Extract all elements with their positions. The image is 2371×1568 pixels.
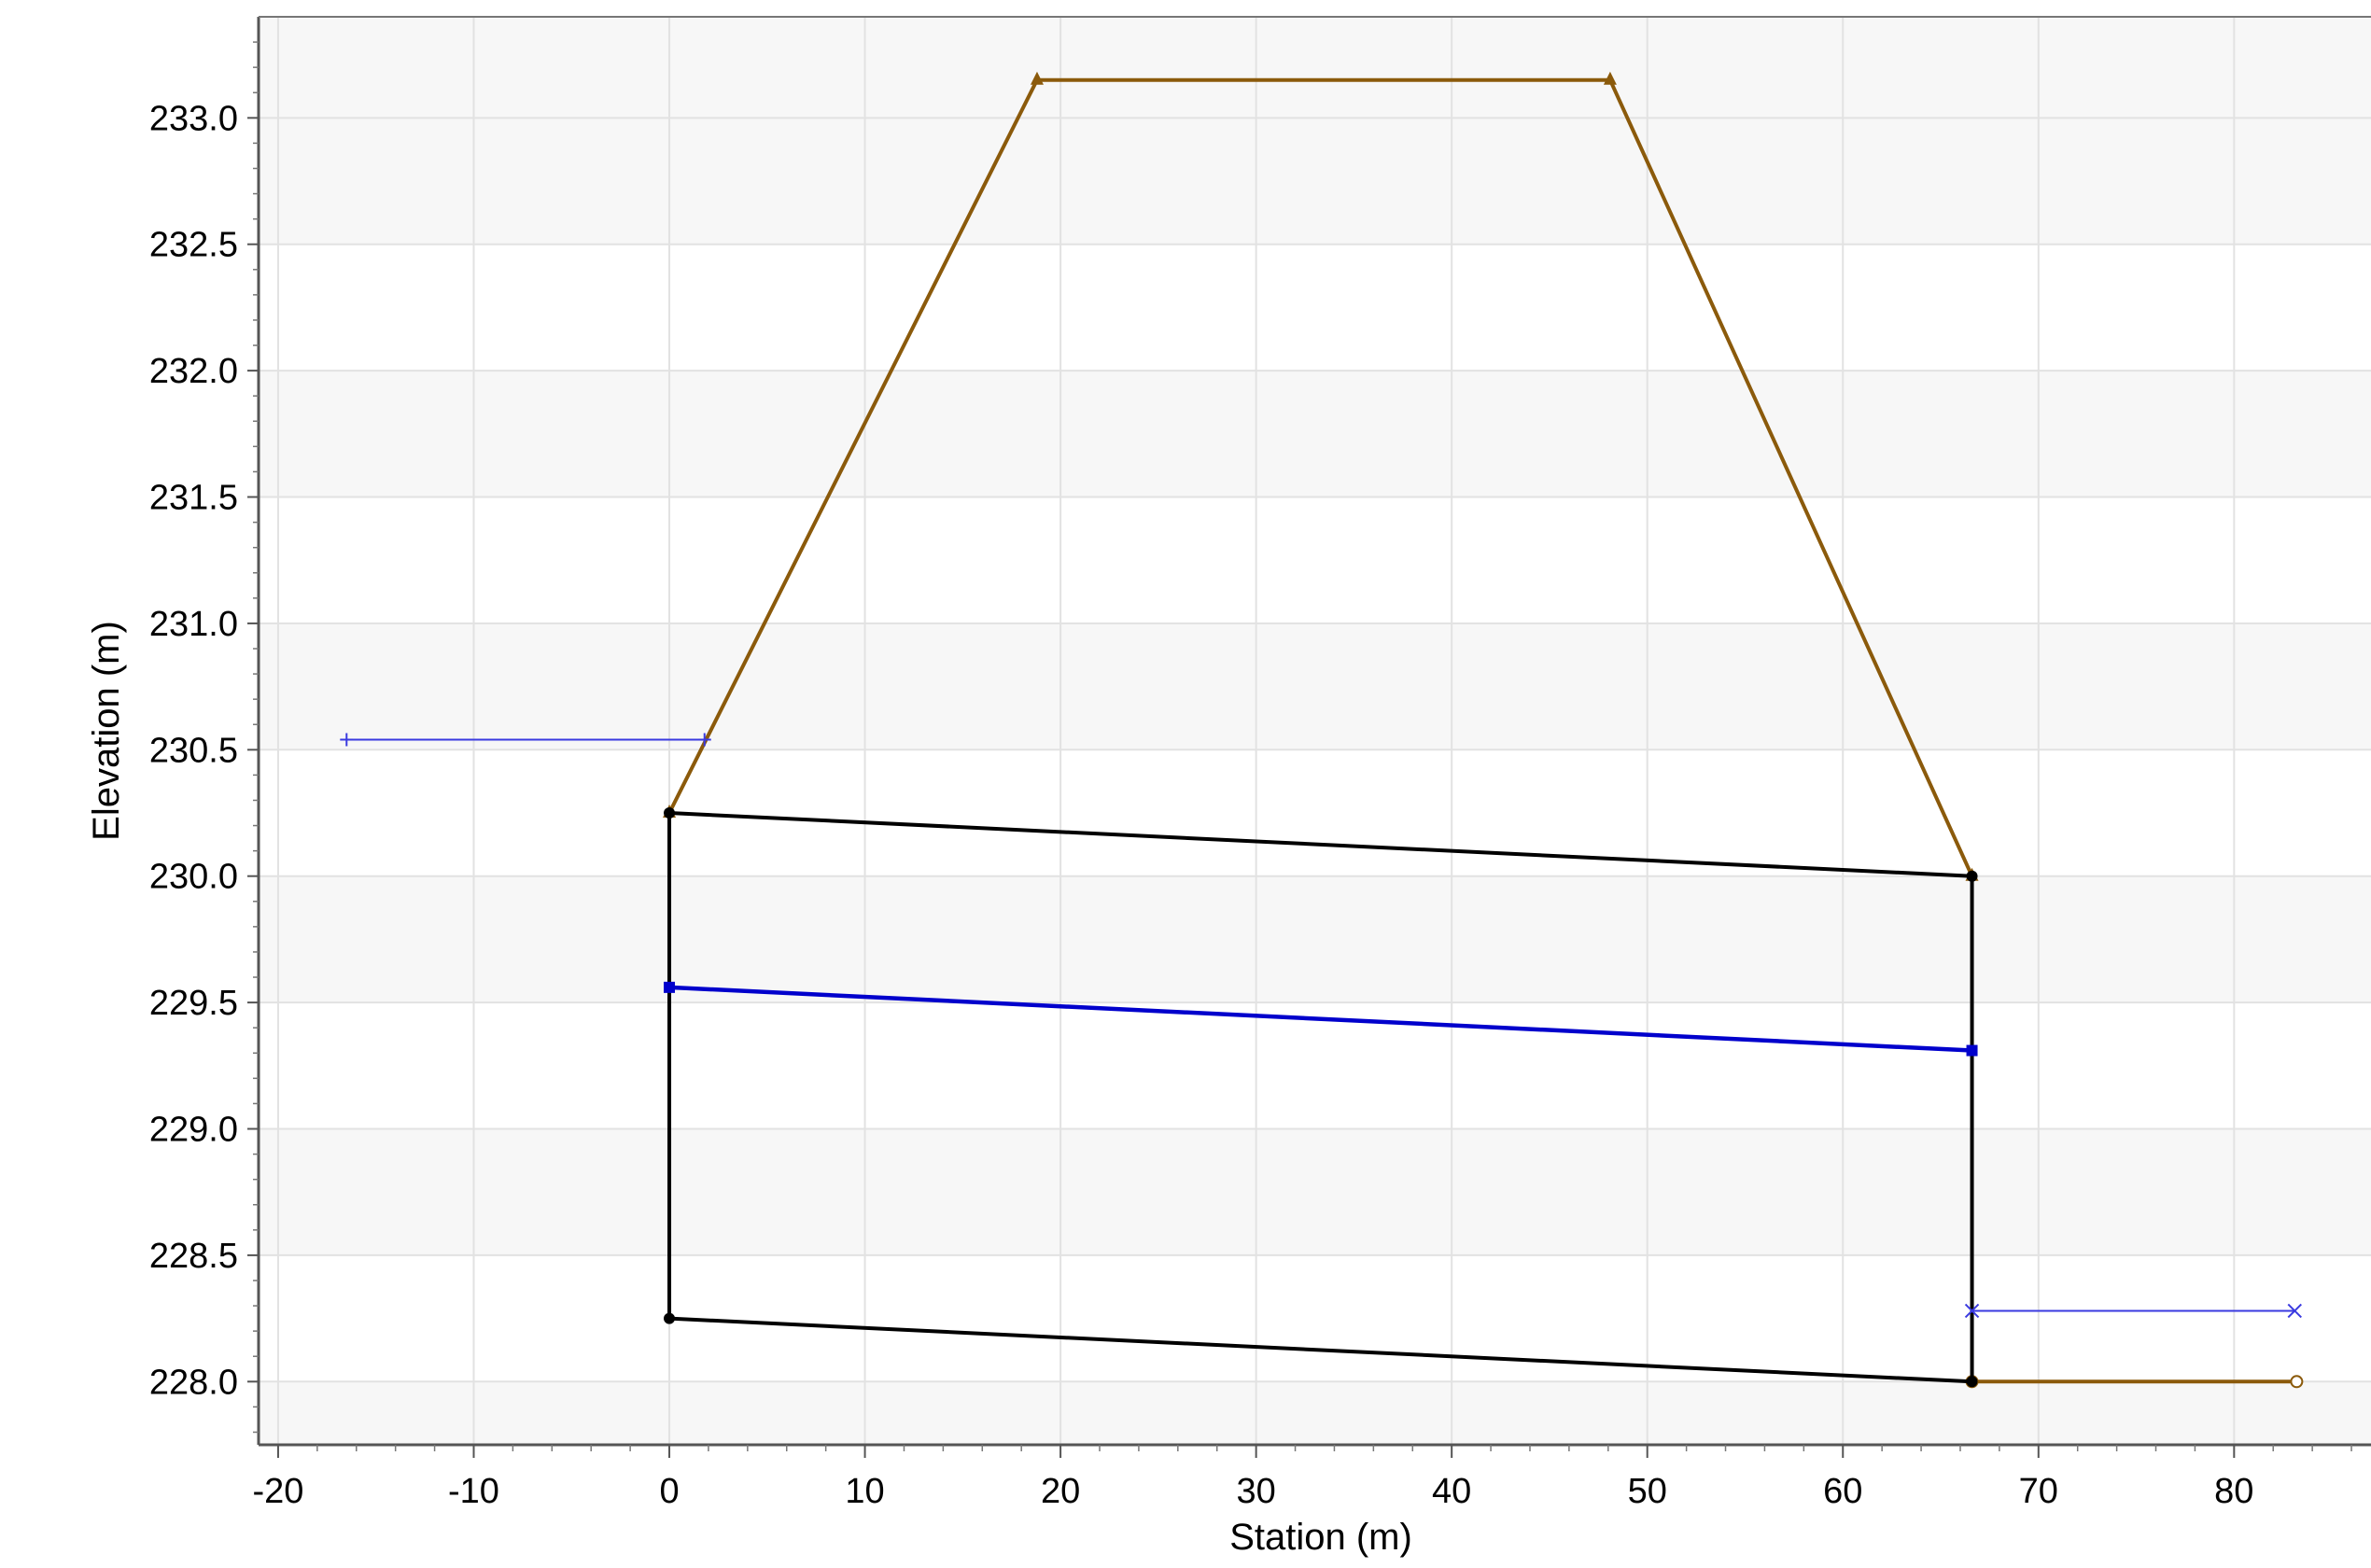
y-axis-ticks: 228.0 228.5 229.0 229.5 230.0 230.5 231.0 231.5… <box>149 41 259 1434</box>
water-surface-line <box>668 985 1972 1053</box>
square-marker <box>1966 1044 1978 1057</box>
embankment-line <box>667 77 1974 877</box>
x-marker <box>1964 1303 1980 1319</box>
x-tick-label: 80 <box>2214 1472 2253 1511</box>
x-tick-label: 50 <box>1628 1472 1667 1511</box>
grid-bands <box>259 244 2371 1382</box>
grid-band <box>259 497 2371 623</box>
y-axis-title: Elevation (m) <box>86 621 127 841</box>
x-tick-label: 10 <box>845 1472 884 1511</box>
x-tick-label: 30 <box>1236 1472 1275 1511</box>
x-tick-label: -20 <box>252 1472 303 1511</box>
plot-area-background <box>259 17 2371 1445</box>
x-tick-label: 0 <box>659 1472 679 1511</box>
y-tick-label: 232.0 <box>149 352 238 391</box>
y-tick-label: 231.5 <box>149 479 238 518</box>
y-tick-label: 228.0 <box>149 1363 238 1402</box>
series-layer <box>340 71 2304 1389</box>
y-tick-label: 230.5 <box>149 731 238 770</box>
y-tick-label: 232.5 <box>149 226 238 265</box>
x-tick-label: 20 <box>1041 1472 1080 1511</box>
grid-lines <box>259 17 2371 1445</box>
grid-band <box>259 244 2371 371</box>
x-tick-label: 70 <box>2019 1472 2058 1511</box>
x-tick-label: -10 <box>448 1472 499 1511</box>
x-axis-ticks: -20 -10 0 10 20 30 40 50 60 70 80 <box>252 1445 2352 1511</box>
grid-band <box>259 749 2371 876</box>
y-tick-label: 233.0 <box>149 99 238 138</box>
x-tick-label: 60 <box>1823 1472 1862 1511</box>
x-marker <box>2287 1303 2302 1319</box>
y-tick-label: 229.5 <box>149 984 238 1023</box>
triangle-marker <box>1603 71 1617 85</box>
y-tick-label: 228.5 <box>149 1237 238 1276</box>
y-tick-label: 230.0 <box>149 858 238 897</box>
x-tick-label: 40 <box>1432 1472 1471 1511</box>
series-water-surface <box>664 981 1978 1057</box>
x-axis-title: Station (m) <box>1229 1517 1412 1558</box>
square-marker <box>664 981 676 993</box>
grid-band <box>259 1254 2371 1382</box>
culvert-invert-line <box>668 1316 1972 1384</box>
y-tick-label: 231.0 <box>149 605 238 644</box>
series-headwater <box>340 733 711 747</box>
grid-band <box>259 1002 2371 1129</box>
y-tick-label: 229.0 <box>149 1111 238 1150</box>
triangle-marker <box>1030 71 1044 85</box>
series-tailwater-depth <box>1964 1303 2302 1319</box>
open-circle-marker <box>2290 1375 2304 1389</box>
culvert-top-line <box>668 811 1972 878</box>
